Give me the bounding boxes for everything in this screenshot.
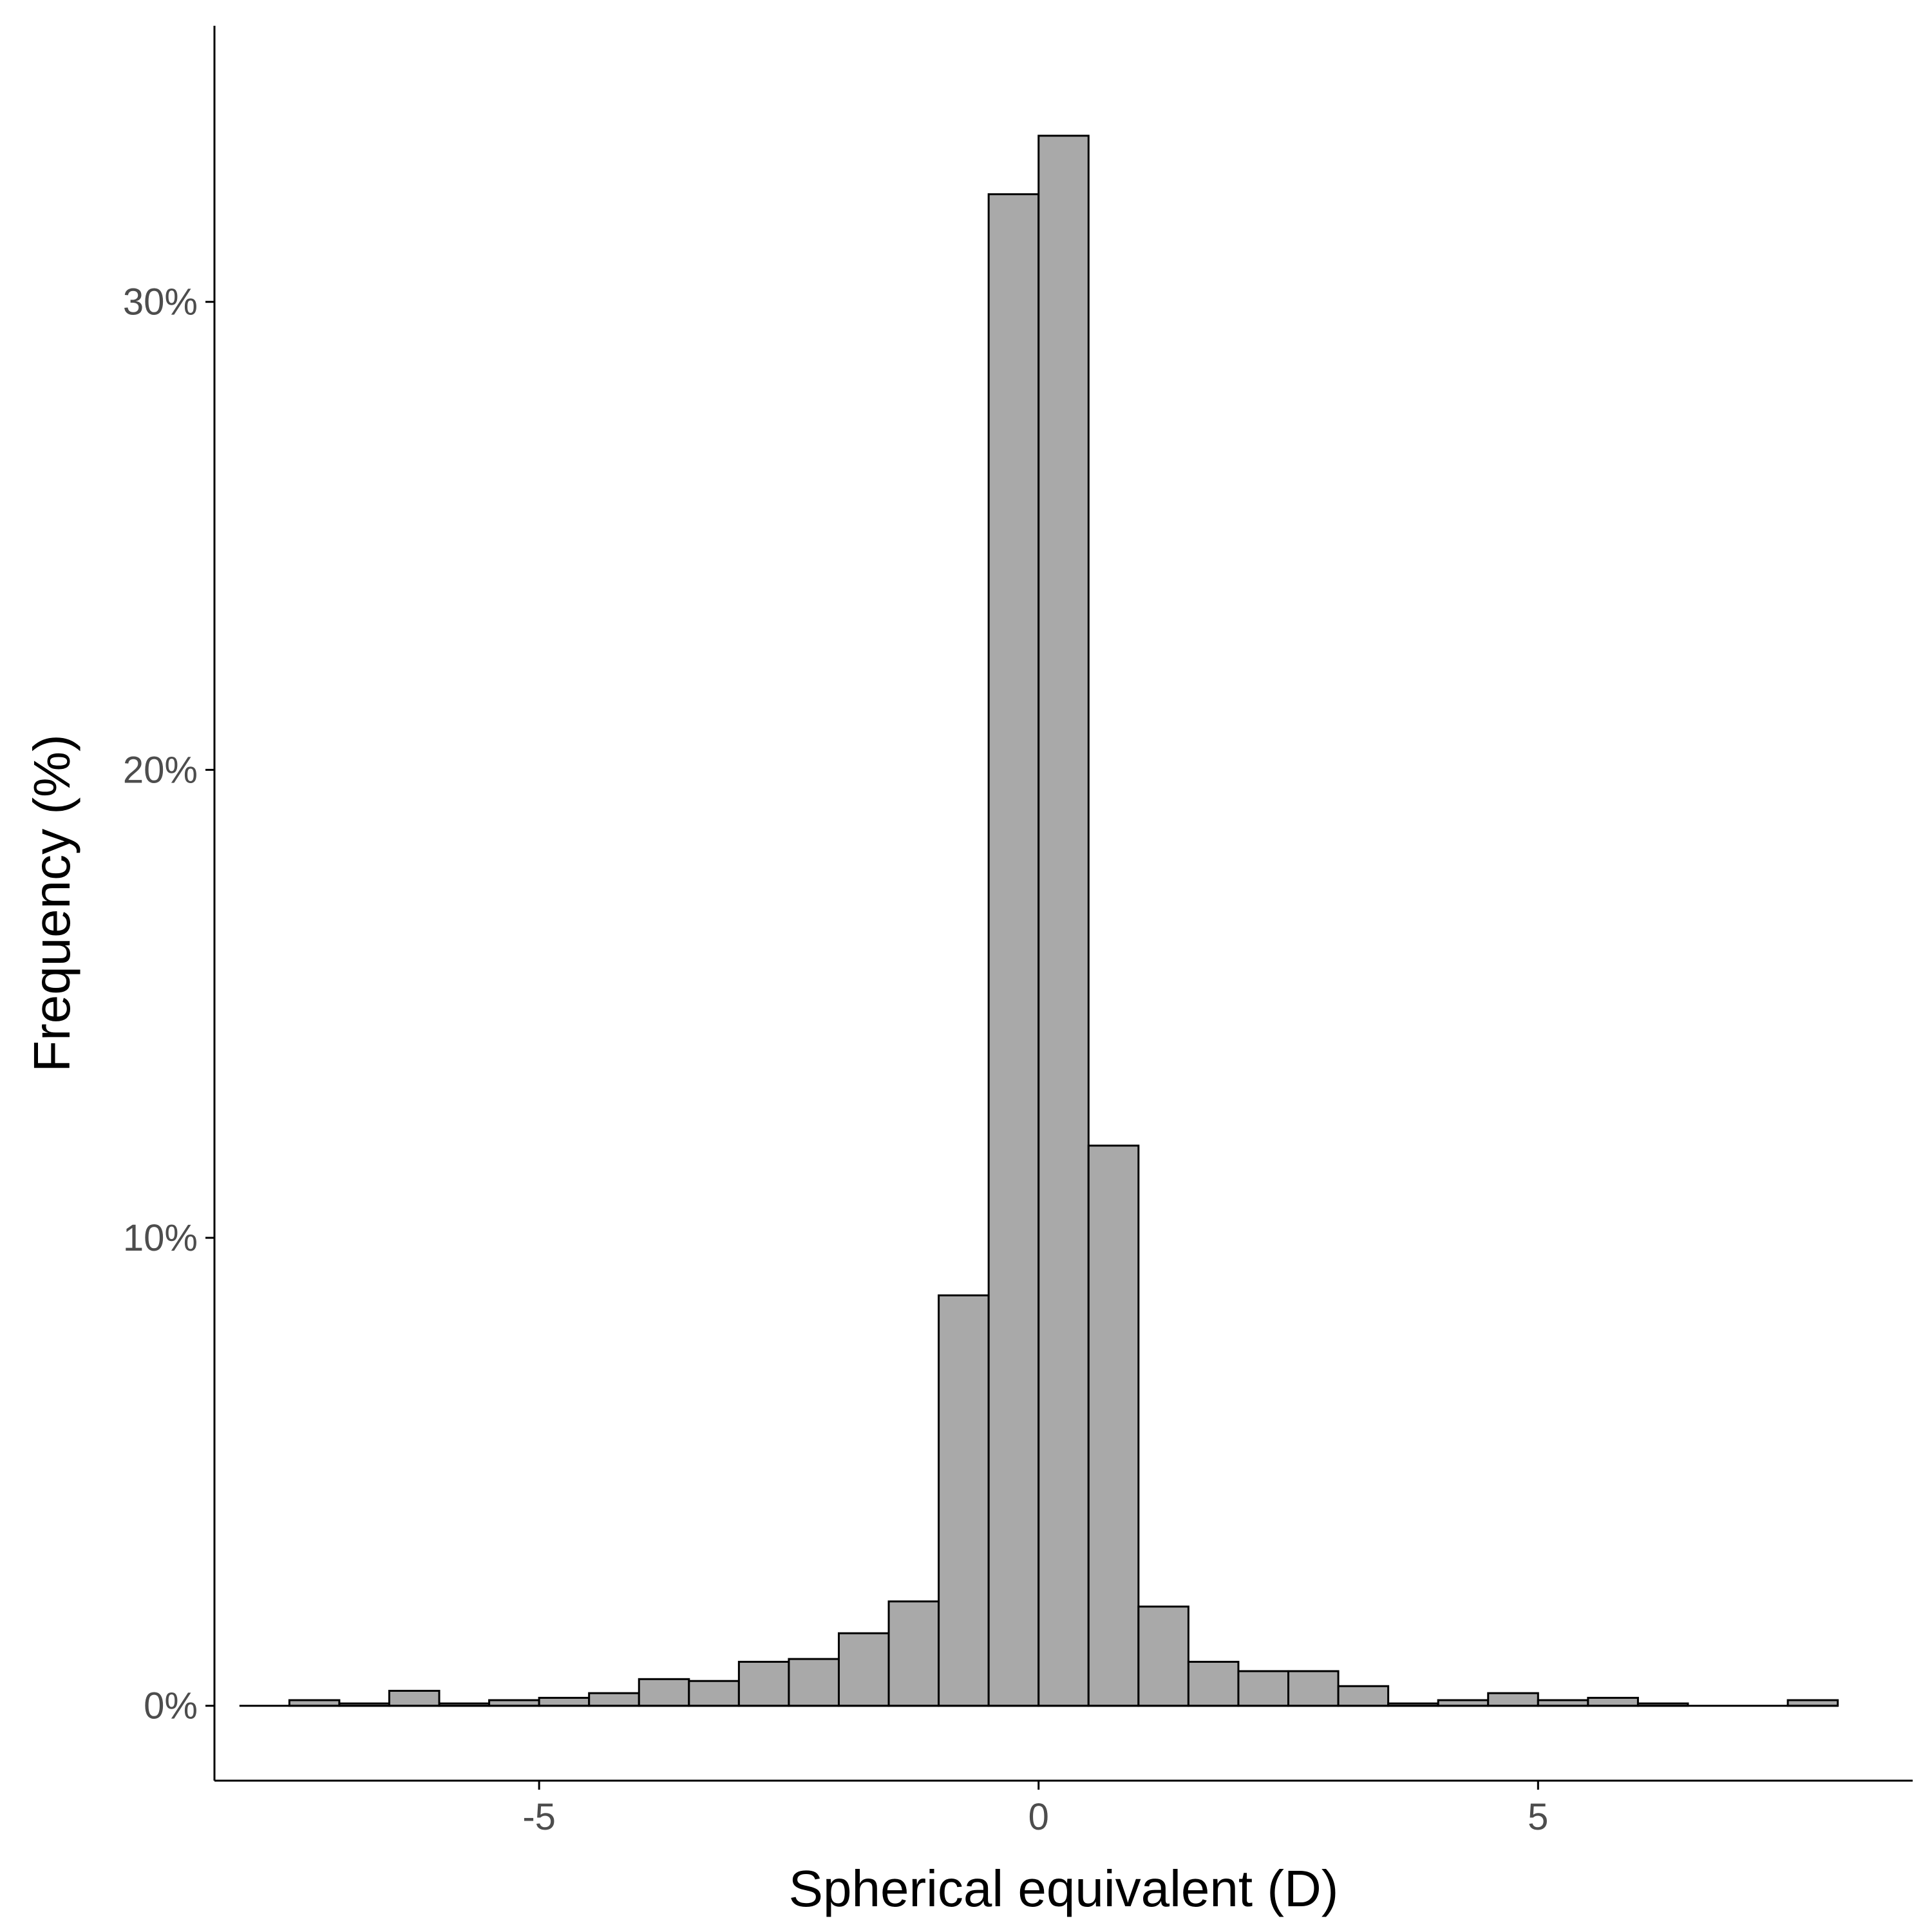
- histogram-bar: [1187, 1660, 1240, 1707]
- histogram-bar: [638, 1678, 690, 1707]
- y-axis-title: Frequency (%): [23, 734, 80, 1072]
- x-ticks: -5 0 5: [522, 1781, 1548, 1838]
- histogram-bar: [987, 193, 1040, 1707]
- histogram-bar: [788, 1658, 840, 1707]
- y-tick-label: 20%: [123, 749, 198, 791]
- x-tick-label: 0: [1028, 1796, 1049, 1838]
- histogram-bar: [1587, 1696, 1639, 1707]
- x-tick-label: -5: [522, 1796, 556, 1838]
- histogram-bar: [1087, 1144, 1140, 1707]
- histogram-bar: [1487, 1692, 1539, 1707]
- histogram-bar: [588, 1692, 640, 1707]
- histogram-bar: [538, 1696, 591, 1707]
- histogram-bar: [837, 1632, 890, 1707]
- histogram-bar: [1337, 1685, 1390, 1707]
- x-tick-label: 5: [1528, 1796, 1548, 1838]
- histogram-bar: [1237, 1670, 1290, 1707]
- histogram-bar: [1037, 135, 1090, 1707]
- x-axis-title: Spherical equivalent (D): [789, 1860, 1339, 1917]
- y-tick-label: 10%: [123, 1217, 198, 1259]
- y-tick-label: 0%: [144, 1685, 198, 1727]
- y-tick-label: 30%: [123, 281, 198, 323]
- histogram-bar: [737, 1660, 790, 1707]
- bars-group: [288, 135, 1839, 1707]
- histogram-bar: [887, 1600, 940, 1707]
- histogram-bar: [1287, 1670, 1340, 1707]
- histogram-bar: [1137, 1605, 1189, 1707]
- y-ticks: 0% 10% 20% 30%: [123, 281, 214, 1727]
- histogram-bar: [688, 1680, 740, 1707]
- histogram-bar: [388, 1689, 440, 1707]
- histogram-bar: [938, 1294, 990, 1707]
